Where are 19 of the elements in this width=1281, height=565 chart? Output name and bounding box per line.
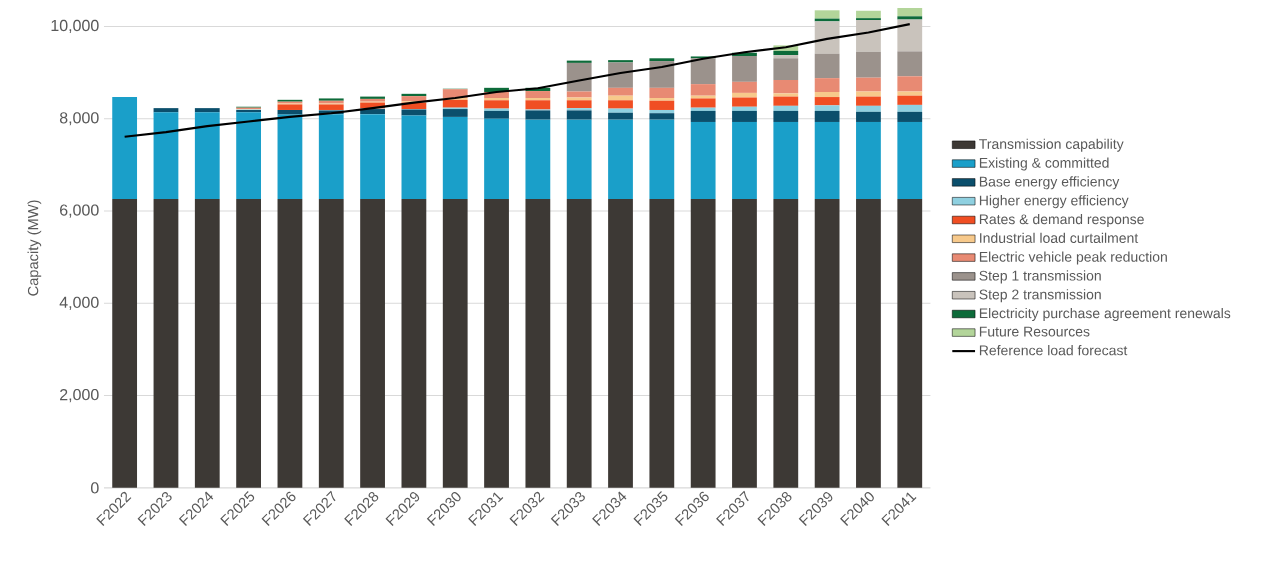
legend-label: Step 2 transmission <box>979 289 1101 303</box>
legend-label: Rates & demand response <box>979 213 1144 227</box>
y-tick-label: 8,000 <box>59 112 99 126</box>
legend-label: Transmission capability <box>979 138 1124 152</box>
legend-label: Electric vehicle peak reduction <box>979 251 1167 265</box>
y-tick-label: 6,000 <box>60 204 99 218</box>
legend-label: Step 1 transmission <box>979 270 1101 284</box>
y-axis-title: Capacity (MW) <box>27 200 42 296</box>
y-tick-label: 10,000 <box>51 19 99 33</box>
legend-label: Base energy efficiency <box>979 176 1120 190</box>
legend-label: Existing & committed <box>979 157 1109 171</box>
y-tick-label: 2,000 <box>60 388 99 403</box>
legend-label: Reference load forecast <box>979 344 1128 356</box>
legend-label: Industrial load curtailment <box>980 232 1139 243</box>
y-tick-label: 4,000 <box>59 296 99 310</box>
legend-label: Higher energy efficiency <box>979 195 1129 209</box>
legend-label: Electricity purchase agreement renewals <box>979 307 1231 321</box>
legend-label: Future Resources <box>979 326 1090 337</box>
y-tick-label: 0 <box>91 482 99 494</box>
